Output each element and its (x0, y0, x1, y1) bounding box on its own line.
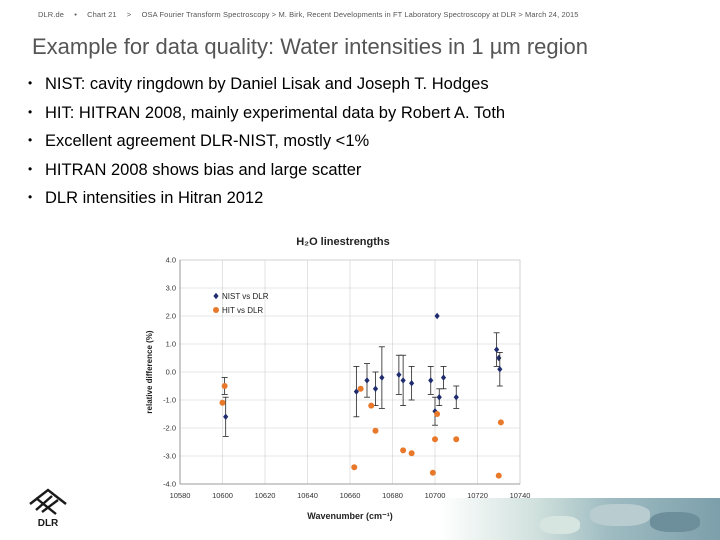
nist-data-point (364, 377, 370, 384)
header-separator: • (74, 10, 77, 19)
x-tick-label: 10720 (467, 491, 488, 500)
y-tick-label: -2.0 (163, 424, 176, 433)
hit-data-point (357, 385, 364, 392)
nist-data-point (436, 394, 442, 401)
y-axis-label: relative difference (%) (145, 330, 154, 413)
bullet-item: • HITRAN 2008 shows bias and large scatte… (28, 156, 505, 185)
x-tick-label: 10740 (510, 491, 531, 500)
x-tick-label: 10660 (340, 491, 361, 500)
hit-data-point (221, 383, 228, 389)
bullet-text: HIT: HITRAN 2008, mainly experimental da… (45, 103, 506, 122)
x-tick-label: 10640 (297, 491, 318, 500)
bullet-item: • DLR intensities in Hitran 2012 (28, 184, 505, 213)
nist-data-point (353, 388, 359, 395)
nist-data-point (494, 346, 500, 353)
nist-data-point (497, 366, 503, 373)
bullet-dot-icon: • (28, 190, 33, 204)
x-tick-label: 10600 (212, 491, 233, 500)
bullet-item: • HIT: HITRAN 2008, mainly experimental d… (28, 99, 505, 128)
hit-data-point (219, 399, 226, 406)
dlr-logo: DLR (29, 488, 67, 529)
y-tick-label: -1.0 (163, 396, 176, 405)
y-tick-label: 1.0 (166, 340, 176, 349)
hit-data-point (351, 464, 358, 471)
nist-data-point (434, 312, 440, 320)
header-org: DLR.de (38, 10, 65, 19)
y-tick-label: 4.0 (166, 256, 176, 265)
hit-data-point (434, 411, 441, 417)
bullet-text: Excellent agreement DLR-NIST, mostly <1% (45, 132, 370, 150)
x-axis-label: Wavenumber (cm⁻¹) (307, 511, 392, 521)
bullet-text: NIST: cavity ringdown by Daniel Lisak an… (45, 75, 489, 93)
bullet-text: HITRAN 2008 shows bias and large scatter (45, 160, 362, 179)
nist-data-point (409, 380, 415, 387)
hit-data-point (372, 427, 379, 434)
hit-data-point (400, 447, 407, 454)
earth-image-strip (440, 498, 720, 540)
hit-data-point (408, 450, 415, 457)
hit-data-point (429, 469, 436, 476)
y-tick-label: 0.0 (166, 368, 176, 377)
logo-label: DLR (38, 518, 59, 529)
nist-data-point (372, 385, 379, 392)
header-talk: OSA Fourier Transform Spectroscopy > M. … (141, 10, 579, 19)
legend-label: NIST vs DLR (222, 292, 269, 301)
bullet-item: • Excellent agreement DLR-NIST, mostly <1… (28, 127, 505, 156)
bullet-dot-icon: • (28, 104, 33, 119)
header-chart-number: Chart 21 (87, 10, 117, 19)
nist-data-point (428, 377, 434, 384)
legend-marker-nist (213, 292, 219, 300)
nist-data-point (400, 377, 406, 384)
bullet-dot-icon: • (28, 76, 33, 90)
hit-data-point (495, 472, 502, 479)
nist-data-point (396, 371, 402, 378)
x-tick-label: 10680 (382, 491, 403, 500)
hit-data-point (497, 419, 504, 426)
bullet-text: DLR intensities in Hitran 2012 (45, 189, 264, 207)
bullet-item: • NIST: cavity ringdown by Daniel Lisak a… (28, 70, 505, 99)
bullet-dot-icon: • (28, 133, 33, 147)
legend-label: HIT vs DLR (222, 306, 263, 315)
chart-title: H₂O linestrengths (296, 236, 390, 248)
slide-title: Example for data quality: Water intensit… (32, 34, 589, 59)
y-tick-label: -3.0 (163, 452, 176, 461)
nist-data-point (223, 413, 229, 420)
y-tick-label: 3.0 (166, 284, 176, 293)
hit-data-point (432, 436, 438, 443)
bullet-list: • NIST: cavity ringdown by Daniel Lisak a… (28, 70, 505, 213)
hit-data-point (368, 402, 375, 409)
nist-data-point (453, 394, 459, 401)
bullet-dot-icon: • (28, 161, 33, 176)
nist-data-point (379, 374, 385, 381)
x-tick-label: 10700 (425, 491, 446, 500)
legend-marker-hit (213, 307, 219, 313)
y-tick-label: -4.0 (163, 480, 176, 489)
y-tick-label: 2.0 (166, 312, 176, 321)
x-tick-label: 10580 (170, 491, 191, 500)
header-gt: > (126, 10, 132, 19)
x-tick-label: 10620 (255, 491, 276, 500)
slide-header: DLR.de • Chart 21 > OSA Fourier Transfor… (38, 10, 587, 19)
nist-data-point (440, 374, 447, 381)
hit-data-point (453, 436, 460, 443)
